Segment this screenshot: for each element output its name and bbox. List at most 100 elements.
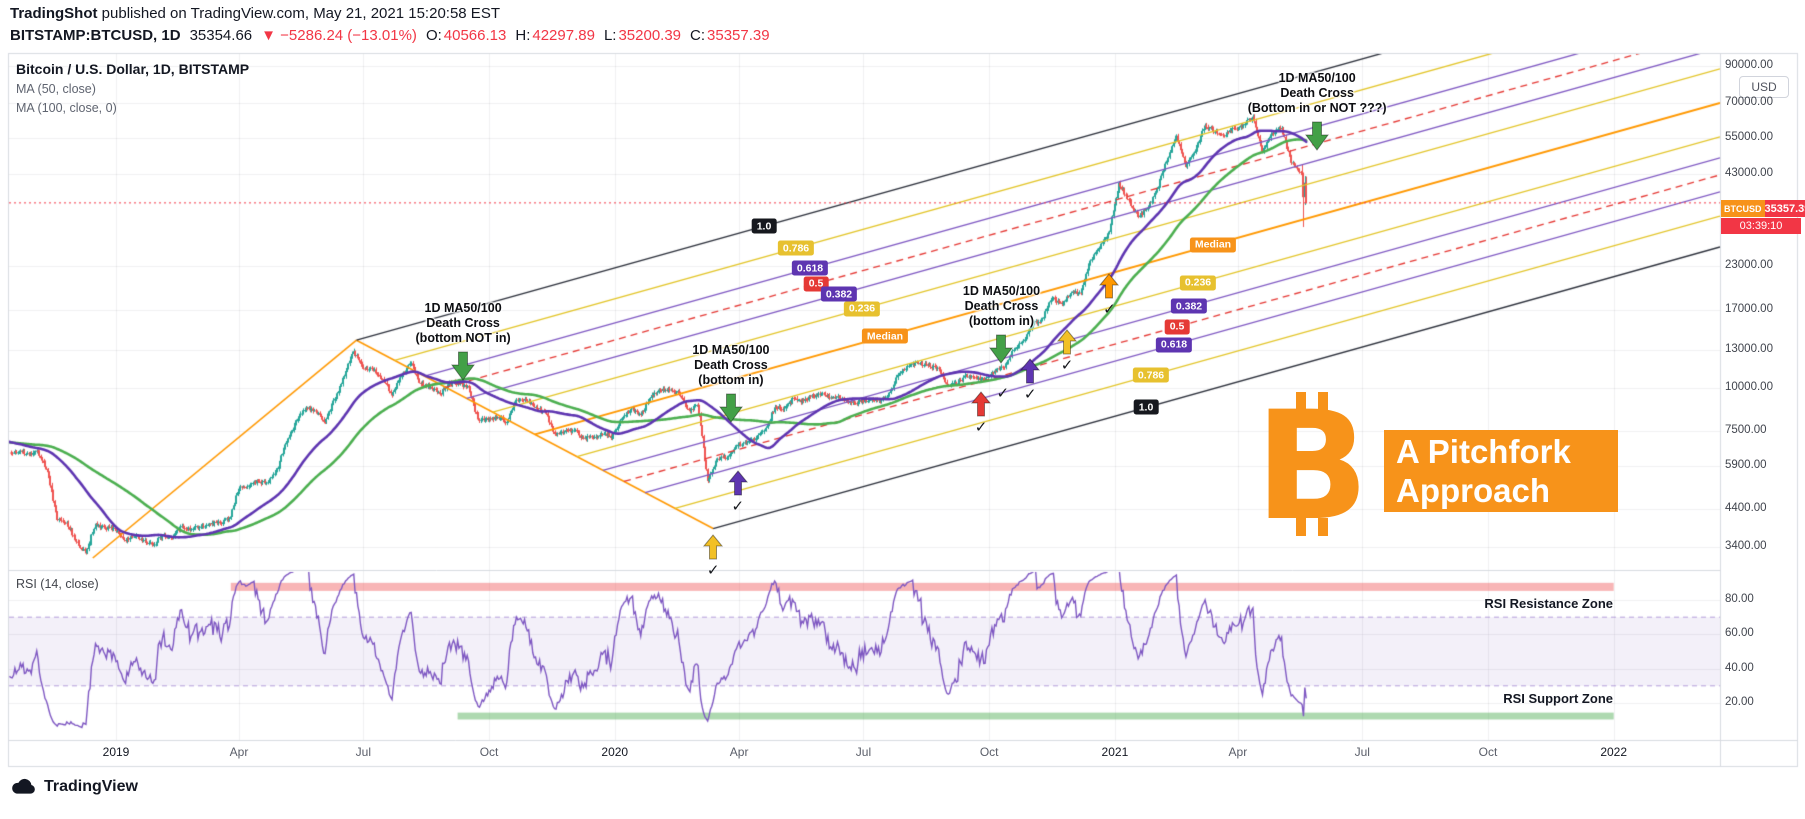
high-value: 42297.89 — [532, 27, 595, 44]
annotation-line: 1D MA50/100 — [692, 342, 770, 357]
yellow-bounce-arrow-icon — [703, 534, 724, 560]
price-tag-value: 35357.39 — [1764, 200, 1805, 217]
time-axis-label: Oct — [479, 745, 499, 759]
price-axis-label: 17000.00 — [1725, 303, 1773, 316]
annotation-line: Death Cross — [1280, 85, 1354, 100]
death-cross-arrow-icon — [989, 334, 1014, 364]
time-axis-label: 2019 — [102, 745, 130, 759]
fib-level-badge: 0.382 — [1170, 298, 1208, 314]
tradingview-cloud-icon — [12, 778, 35, 794]
last-price-value: 35354.66 — [189, 27, 253, 44]
annotation-line: 1D MA50/100 — [962, 284, 1041, 299]
price-axis-label: 7500.00 — [1725, 423, 1767, 436]
rsi-axis-label: 60.00 — [1725, 627, 1754, 640]
banner-line2: Approach — [1396, 472, 1551, 509]
time-axis-label: Jul — [855, 745, 872, 759]
time-axis-label: Jul — [355, 745, 371, 759]
open-value: 40566.13 — [443, 27, 507, 44]
author-link[interactable]: TradingShot — [10, 5, 98, 22]
footer-logo[interactable]: TradingView — [10, 777, 138, 796]
price-axis-label: 4400.00 — [1725, 501, 1767, 514]
price-axis-label: 90000.00 — [1725, 58, 1773, 71]
time-axis-label: Jul — [1354, 745, 1370, 759]
price-axis-label: 55000.00 — [1725, 130, 1773, 143]
fib-level-badge: 1.0 — [751, 218, 777, 234]
death-cross-annotation: 1D MA50/100 Death Cross (bottom in) — [963, 284, 1040, 329]
annotation-line: Death Cross — [964, 299, 1039, 314]
time-axis-label: Apr — [1228, 745, 1248, 759]
chart-title: Bitcoin / U.S. Dollar, 1D, BITSTAMP — [16, 61, 250, 77]
time-axis-label: Apr — [229, 745, 249, 759]
rsi-axis-label: 20.00 — [1725, 696, 1754, 708]
checkmark-icon: ✓ — [731, 497, 745, 515]
fib-level-badge: Median — [861, 328, 909, 344]
yellow-bounce-arrow-icon — [1057, 329, 1078, 355]
published-text: published on TradingView.com, May 21, 20… — [97, 5, 500, 22]
death-cross-annotation: 1D MA50/100 Death Cross (bottom in) — [692, 343, 769, 388]
orange-bounce-arrow-icon — [1099, 272, 1120, 299]
death-cross-arrow-icon — [718, 393, 743, 423]
fib-level-badge: Median — [1189, 237, 1237, 253]
checkmark-icon: ✓ — [1023, 385, 1037, 403]
fib-level-badge: 0.5 — [1164, 319, 1190, 335]
last-price-tag: BTCUSD 35357.39 03:39:10 — [1721, 200, 1805, 234]
price-tag-symbol: BTCUSD — [1721, 200, 1765, 217]
banner-line1: A Pitchfork — [1396, 433, 1571, 470]
price-axis-label: 5900.00 — [1725, 458, 1767, 471]
time-axis-label: Oct — [979, 745, 999, 759]
checkmark-icon: ✓ — [996, 385, 1010, 402]
fib-level-badge: 0.618 — [791, 260, 829, 276]
death-cross-annotation: 1D MA50/100 Death Cross (bottom NOT in) — [416, 301, 511, 346]
symbol-info-bar: BITSTAMP:BTCUSD, 1D 35354.66 ▼ −5286.24 … — [10, 27, 770, 44]
low-value: 35200.39 — [618, 27, 682, 44]
ma100-legend: MA (100, close, 0) — [16, 101, 117, 115]
high-label: H: — [515, 27, 531, 44]
price-axis-label: 10000.00 — [1725, 381, 1773, 394]
price-change: ▼ −5286.24 (−13.01%) — [261, 27, 417, 44]
annotation-line: (bottom in) — [698, 372, 764, 387]
header-byline: TradingShot published on TradingView.com… — [10, 5, 500, 22]
checkmark-icon: ✓ — [974, 419, 988, 437]
price-axis-label: 70000.00 — [1725, 95, 1773, 108]
annotation-line: Death Cross — [694, 357, 768, 372]
fib-level-badge: 0.236 — [843, 301, 881, 317]
main-chart-legend: Bitcoin / U.S. Dollar, 1D, BITSTAMP MA (… — [16, 61, 249, 115]
checkmark-icon: ✓ — [706, 562, 720, 580]
annotation-line: (Bottom in or NOT ???) — [1247, 100, 1387, 115]
death-cross-arrow-icon — [451, 351, 476, 382]
rsi-support-zone-label: RSI Support Zone — [1503, 691, 1613, 706]
bar-countdown: 03:39:10 — [1721, 218, 1801, 234]
pitchfork-approach-banner: A Pitchfork Approach — [1384, 430, 1618, 512]
annotation-line: (bottom in) — [968, 314, 1035, 329]
currency-toggle-button[interactable]: USD — [1739, 76, 1789, 98]
fib-level-badge: 0.786 — [777, 240, 815, 256]
low-label: L: — [603, 27, 617, 44]
symbol-name: BITSTAMP:BTCUSD, 1D — [10, 27, 181, 44]
time-axis-label: Oct — [1478, 745, 1498, 759]
annotation-line: 1D MA50/100 — [424, 301, 502, 316]
close-value: 35357.39 — [707, 27, 770, 44]
footer-brand-text: TradingView — [44, 777, 138, 795]
ma50-legend: MA (50, close) — [16, 82, 96, 96]
checkmark-icon: ✓ — [1103, 300, 1116, 318]
red-bounce-arrow-icon — [970, 391, 991, 417]
rsi-legend: RSI (14, close) — [16, 577, 99, 591]
fib-level-badge: 0.618 — [1155, 337, 1193, 353]
fib-level-badge: 1.0 — [1133, 399, 1159, 415]
rsi-axis-label: 40.00 — [1725, 661, 1754, 674]
fib-level-badge: 0.236 — [1179, 275, 1217, 291]
bitcoin-logo-icon: B — [1255, 390, 1369, 540]
death-cross-arrow-icon — [1305, 121, 1330, 151]
close-label: C: — [690, 27, 706, 44]
rsi-resistance-zone-label: RSI Resistance Zone — [1484, 596, 1613, 611]
death-cross-annotation: 1D MA50/100 Death Cross (Bottom in or NOT … — [1248, 71, 1387, 116]
time-axis-label: Apr — [729, 745, 749, 759]
svg-text:B: B — [1255, 390, 1369, 540]
annotation-line: (bottom NOT in) — [415, 331, 511, 346]
fib-level-badge: 0.786 — [1132, 367, 1170, 383]
open-label: O: — [425, 27, 442, 44]
price-tag-row: BTCUSD 35357.39 — [1721, 200, 1805, 217]
